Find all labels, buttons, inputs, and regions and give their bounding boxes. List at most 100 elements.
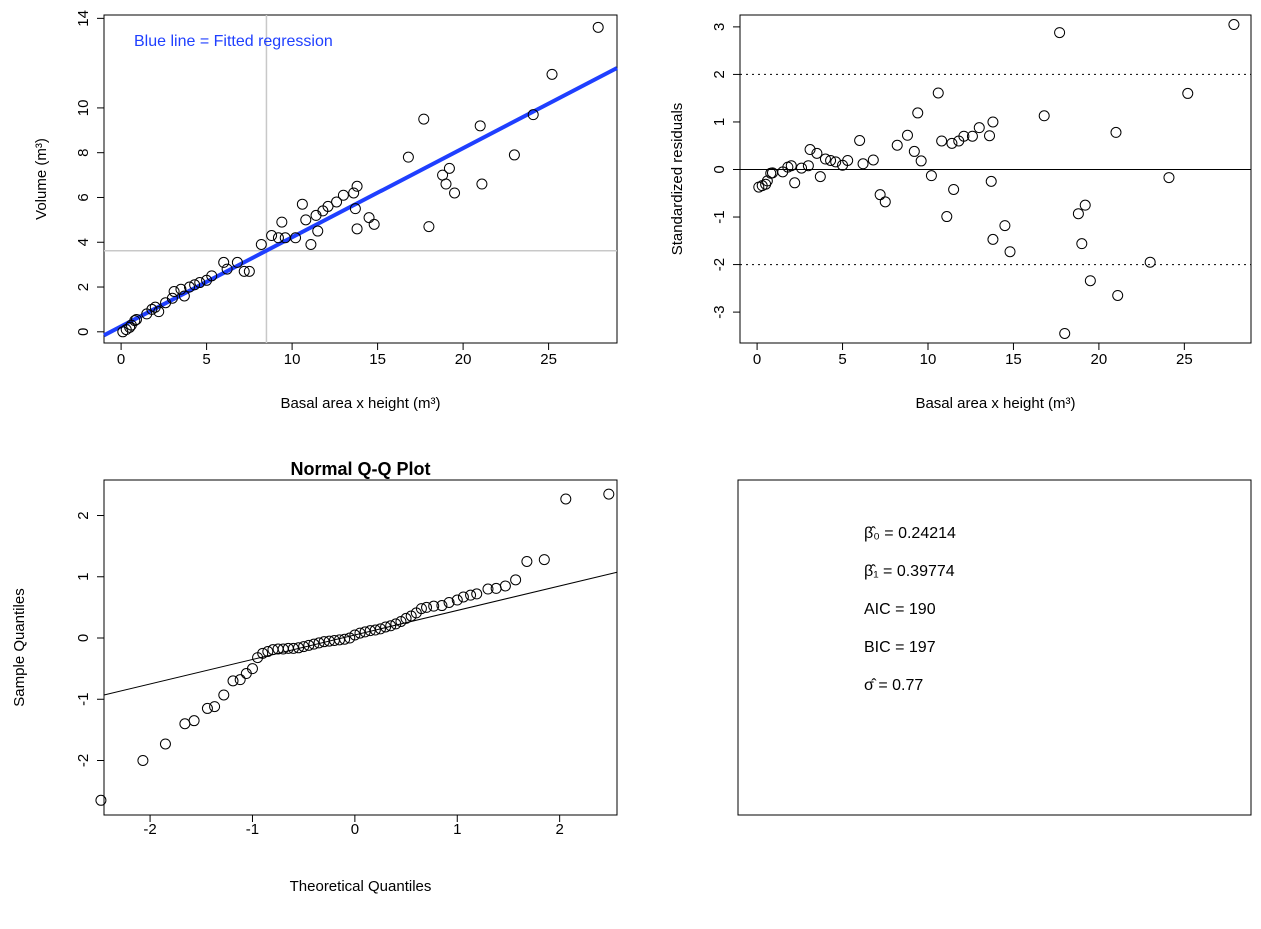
x-tick-label: 10 [284, 351, 301, 368]
point [915, 155, 927, 167]
point [363, 212, 375, 224]
point [891, 139, 903, 151]
point [449, 187, 461, 199]
point [257, 647, 269, 659]
plot-frame [739, 14, 1252, 344]
point [168, 286, 180, 298]
point [879, 196, 891, 208]
point [221, 263, 233, 275]
y-tick-label: -2 [711, 258, 728, 271]
y-tick-label: 0 [711, 165, 728, 173]
point [290, 232, 302, 244]
point [246, 663, 258, 675]
point [1228, 19, 1240, 31]
point [390, 618, 402, 630]
point [359, 626, 371, 638]
point [159, 738, 171, 750]
point [349, 629, 361, 641]
point [240, 668, 252, 680]
point [415, 603, 427, 615]
point [117, 326, 129, 338]
point [436, 600, 448, 612]
y-tick-label: 2 [75, 511, 92, 519]
point [385, 620, 397, 632]
point [527, 109, 539, 121]
point [368, 218, 380, 230]
point [1038, 110, 1050, 122]
point [814, 171, 826, 183]
y-axis-label: Standardized residuals [669, 103, 686, 256]
point [761, 175, 773, 187]
y-tick-label: 8 [75, 149, 92, 157]
x-axis-label: Basal area x height (m³) [280, 395, 440, 412]
y-tick-label: 3 [711, 23, 728, 31]
point [560, 493, 572, 505]
point [146, 303, 158, 315]
point [262, 645, 274, 657]
point [175, 283, 187, 295]
point [349, 203, 361, 215]
point [354, 627, 366, 639]
y-tick-label: 1 [711, 118, 728, 126]
point [592, 21, 604, 33]
point [188, 715, 200, 727]
x-axis-label: Theoretical Quantiles [290, 878, 432, 895]
point [508, 149, 520, 161]
point [423, 221, 435, 233]
x-tick-label: 15 [369, 351, 386, 368]
point [499, 580, 511, 592]
point [272, 232, 284, 244]
point [471, 588, 483, 600]
point [300, 214, 312, 226]
point [310, 209, 322, 221]
point [1059, 327, 1071, 339]
x-axis-label: Basal area x height (m³) [915, 395, 1075, 412]
point [958, 130, 970, 142]
y-tick-label: 6 [75, 193, 92, 201]
point [946, 137, 958, 149]
point [941, 211, 953, 223]
point [819, 153, 831, 165]
point [209, 701, 221, 713]
point [465, 589, 477, 601]
point [296, 198, 308, 210]
y-tick-label: -1 [75, 693, 92, 706]
y-tick-label: 2 [75, 283, 92, 291]
point [276, 216, 288, 228]
point [287, 642, 299, 654]
point [95, 794, 107, 806]
point [312, 225, 324, 237]
point [255, 238, 267, 250]
point [476, 178, 488, 190]
plot-frame [103, 14, 618, 344]
point [227, 675, 239, 687]
point [218, 256, 230, 268]
point [238, 265, 250, 277]
point [331, 196, 343, 208]
point [201, 702, 213, 714]
point [932, 87, 944, 99]
x-tick-label: 5 [202, 351, 210, 368]
point [313, 637, 325, 649]
point [842, 154, 854, 166]
point [293, 642, 305, 654]
point [973, 122, 985, 134]
x-tick-label: -1 [246, 821, 259, 838]
y-tick-label: 1 [75, 573, 92, 581]
point [966, 130, 978, 142]
point [298, 641, 310, 653]
point [1182, 87, 1194, 99]
point [153, 306, 165, 318]
point [538, 554, 550, 566]
point [421, 601, 433, 613]
y-tick-label: 4 [75, 238, 92, 246]
point [999, 220, 1011, 232]
point [231, 256, 243, 268]
y-tick-label: 14 [75, 10, 92, 27]
point [603, 488, 615, 500]
x-tick-label: 25 [1176, 351, 1193, 368]
point [1076, 238, 1088, 250]
point [374, 623, 386, 635]
point [443, 162, 455, 174]
point [1163, 172, 1175, 184]
